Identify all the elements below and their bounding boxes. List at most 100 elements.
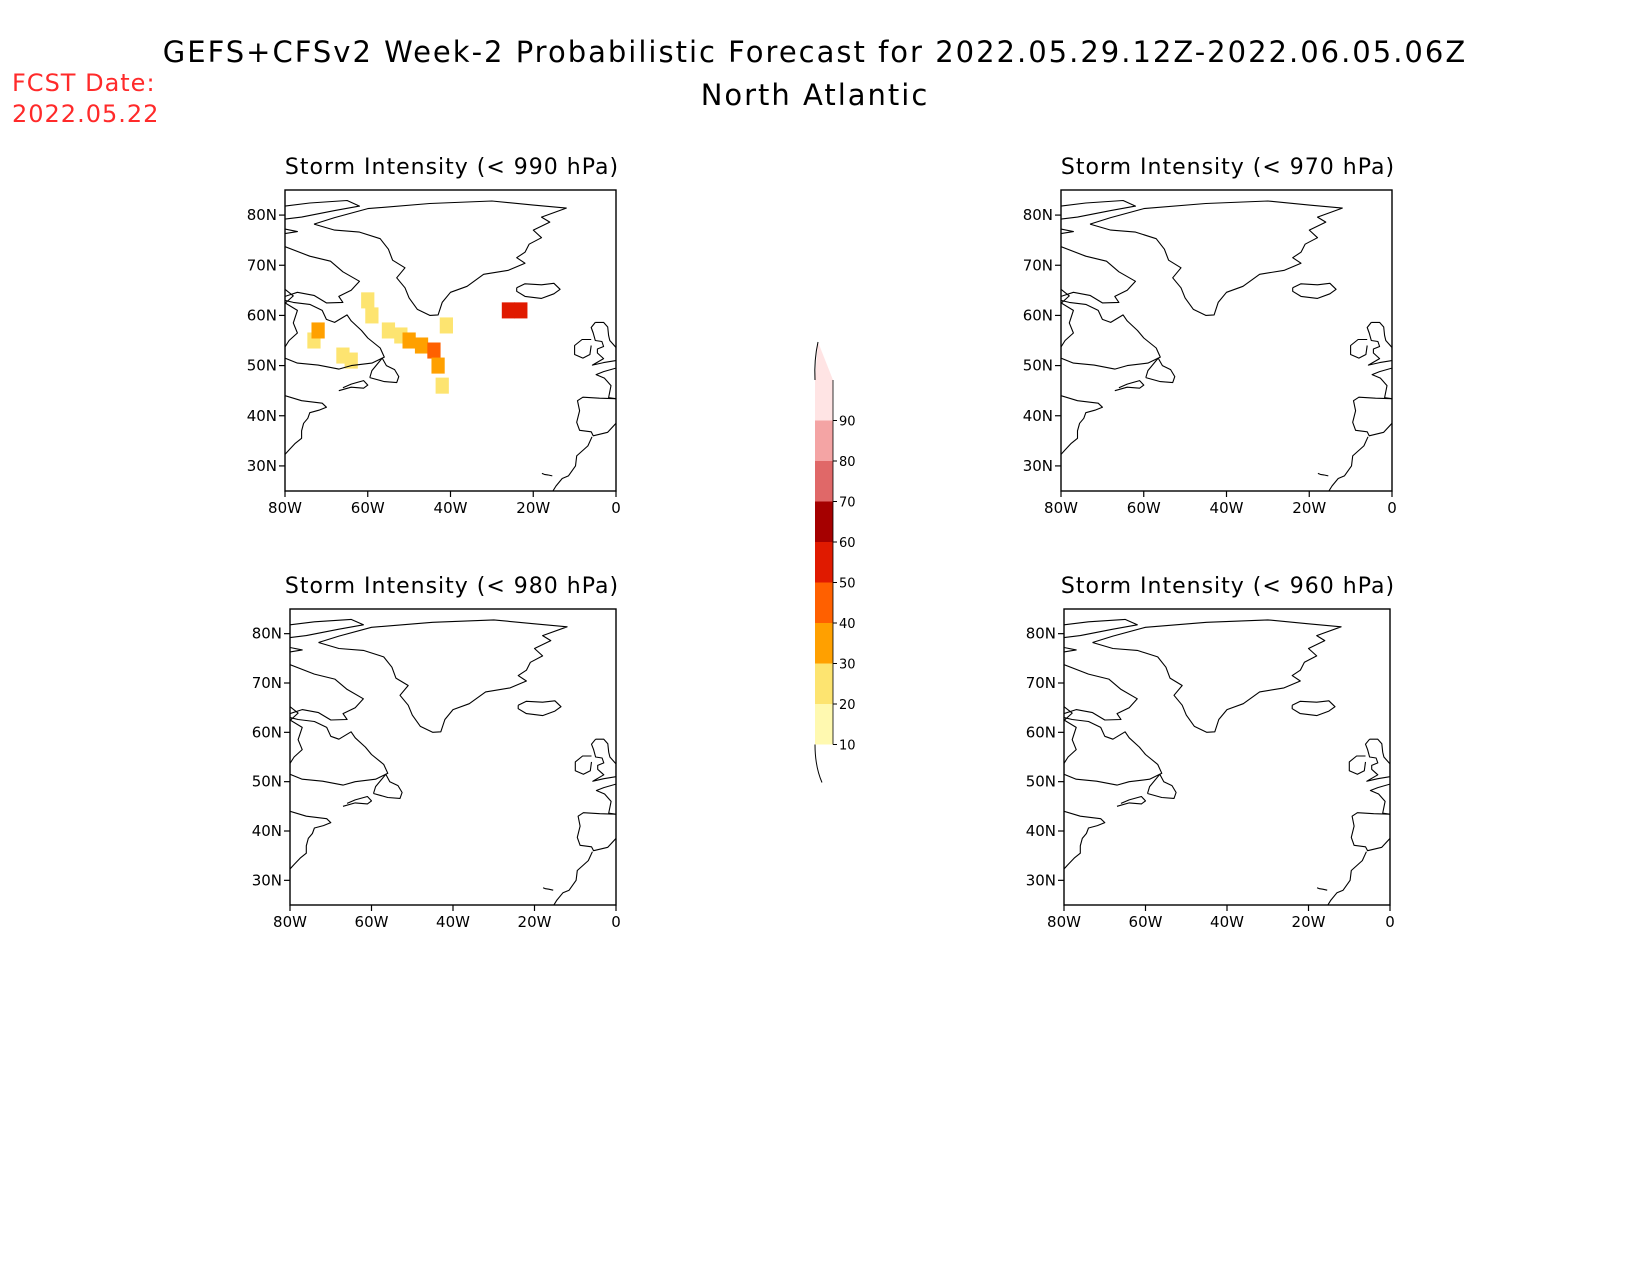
colorbar-box [815,704,833,745]
lat-tick-label: 60N [1026,723,1056,741]
coastline-morocco [553,851,593,905]
coastline-ellesmere [290,618,364,639]
probability-cell [435,377,449,394]
figure-subtitle: North Atlantic [701,78,930,112]
coastline-us-coast [290,810,332,870]
coastline-newfoundland [1146,773,1177,799]
colorbar-box [815,582,833,623]
coastline-newfoundland [372,773,403,799]
coastline-ireland [1348,755,1367,775]
map-frame [289,608,617,906]
coastline-canaries [1317,472,1329,477]
coastline-nova-scotia [1116,795,1147,807]
probability-cell [501,302,516,319]
colorbar-label: 10 [839,739,856,754]
lon-tick-label: 60W [351,499,385,517]
map-panel-980: Storm Intensity (< 980 hPa) 30N 40N 50N 60N 7… [252,574,621,931]
coastline-newfoundland [1145,357,1176,384]
panel-title: Storm Intensity (< 970 hPa) [1061,155,1395,180]
lon-tick-label: 60W [1127,499,1161,517]
colorbar-cap-outline [814,341,819,381]
coastline-devon [1061,228,1074,235]
coastline-baffin [290,664,364,721]
probability-cell [365,307,379,324]
coastlines [285,199,616,491]
map-frame [1060,189,1393,492]
lat-tick-label: 40N [1026,822,1056,840]
coastline-nova-scotia [338,380,369,392]
colorbar-cap-top [815,342,833,380]
lon-tick-label: 0 [611,913,621,931]
coastline-iceland [517,700,562,717]
lat-tick-label: 30N [247,457,277,475]
lat-tick-label: 60N [252,723,282,741]
coastline-iceland [1291,700,1336,717]
lon-tick-label: 40W [1210,499,1244,517]
map-frame [284,189,617,492]
colorbar-label: 30 [839,658,856,673]
map-frame [1063,608,1391,906]
coastline-devon [1064,646,1077,653]
lat-tick-label: 70N [1026,674,1056,692]
lon-tick-label: 80W [273,913,307,931]
lat-tick-label: 80N [252,625,282,643]
lat-tick-label: 40N [247,407,277,425]
colorbar-box [815,420,833,461]
coastline-ireland [1350,338,1368,359]
probability-cell [514,302,528,319]
map-panels: Storm Intensity (< 990 hPa) 30N 40N 50N 60N 7… [247,155,1397,931]
lat-tick-label: 70N [247,256,277,274]
coastline-morocco [552,436,593,491]
colorbar-label: 40 [839,617,856,632]
probability-cell [414,337,429,354]
coastlines [1061,199,1392,491]
coastline-baffin [1061,246,1137,304]
probability-cells [307,292,528,394]
probability-cell [344,352,358,369]
coastline-france [1371,367,1392,400]
coastline-canaries [541,472,553,477]
lat-tick-label: 50N [1023,357,1053,375]
lon-tick-label: 60W [1129,913,1163,931]
coastline-us-coast [1061,395,1103,455]
coastline-france [595,367,616,400]
colorbar-box [815,501,833,542]
colorbar-box [815,380,833,421]
figure-title: GEFS+CFSv2 Week-2 Probabilistic Forecast… [163,35,1467,69]
panel-title: Storm Intensity (< 990 hPa) [285,155,619,180]
coastline-labrador [1061,299,1161,370]
colorbar-label: 50 [839,577,856,592]
panel-title: Storm Intensity (< 960 hPa) [1061,574,1395,599]
lon-tick-label: 20W [518,913,552,931]
probability-cell [381,322,396,339]
lat-tick-label: 50N [252,773,282,791]
coastline-labrador [285,299,385,370]
coastline-france [1369,783,1390,815]
coastline-ireland [574,755,593,775]
coastline-iberia [576,396,616,437]
coastline-devon [285,228,298,235]
lon-tick-label: 40W [436,913,470,931]
lon-tick-label: 40W [1210,913,1244,931]
lat-tick-label: 50N [1026,773,1056,791]
colorbar-label: 90 [839,415,856,430]
probability-cell [427,342,441,359]
lat-tick-label: 30N [252,871,282,889]
coastline-ireland [574,338,592,359]
coastline-nova-scotia [1114,380,1145,392]
lat-tick-label: 50N [247,357,277,375]
coastline-britain [1364,738,1390,782]
colorbar-label: 60 [839,536,856,551]
coastline-iceland [1292,282,1337,299]
colorbar-label: 70 [839,496,856,511]
lat-tick-label: 60N [247,306,277,324]
coastline-greenland [313,200,567,316]
coastline-labrador [1064,716,1163,786]
coastline-labrador [290,716,389,786]
coastline-ellesmere [1061,199,1137,220]
coastline-greenland [318,619,568,733]
coastline-morocco [1327,851,1367,905]
colorbar-label: 20 [839,698,856,713]
coastline-canaries [1316,887,1328,891]
